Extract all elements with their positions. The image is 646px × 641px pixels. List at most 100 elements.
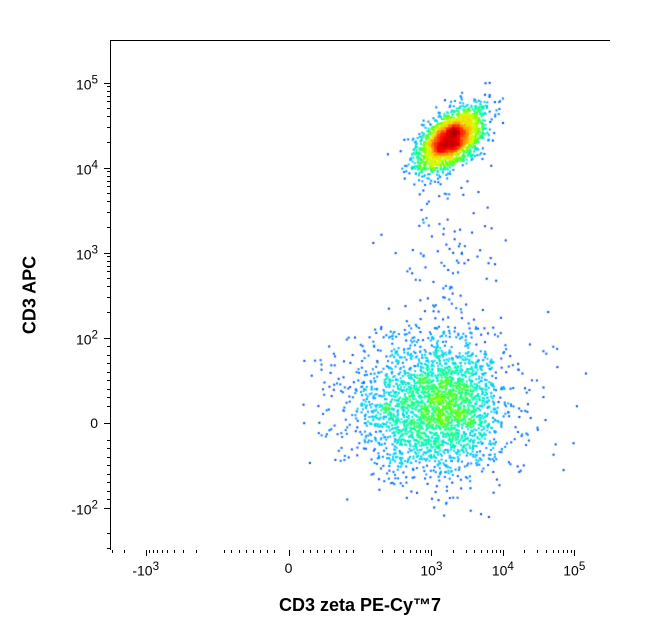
x-minor-tick xyxy=(558,550,559,553)
y-axis-label: CD3 APC xyxy=(20,256,41,334)
x-minor-tick xyxy=(546,550,547,553)
x-minor-tick xyxy=(274,550,275,553)
x-minor-tick xyxy=(310,550,311,553)
x-minor-tick xyxy=(231,550,232,553)
y-minor-tick xyxy=(107,86,110,87)
y-minor-tick xyxy=(107,278,110,279)
x-tick-label: 104 xyxy=(492,560,514,579)
y-tick-label: 0 xyxy=(43,415,98,431)
y-minor-tick xyxy=(107,297,110,298)
y-minor-tick xyxy=(107,457,110,458)
y-minor-tick xyxy=(107,91,110,92)
y-minor-tick xyxy=(107,116,110,117)
x-minor-tick xyxy=(410,550,411,553)
y-minor-tick xyxy=(107,127,110,128)
y-minor-tick xyxy=(107,212,110,213)
x-minor-tick xyxy=(153,550,154,553)
x-minor-tick xyxy=(500,550,501,553)
y-minor-tick xyxy=(107,346,110,347)
y-minor-tick xyxy=(107,193,110,194)
y-minor-tick xyxy=(107,465,110,466)
y-minor-tick xyxy=(107,491,110,492)
y-tick-label: -102 xyxy=(43,498,98,517)
x-minor-tick xyxy=(339,550,340,553)
x-tick-mark xyxy=(431,550,432,556)
y-tick-mark xyxy=(104,423,110,424)
plot-area xyxy=(110,40,610,550)
y-minor-tick xyxy=(107,171,110,172)
x-minor-tick xyxy=(196,550,197,553)
x-axis-label: CD3 zeta PE-Cy™7 xyxy=(279,595,441,616)
x-minor-tick xyxy=(537,550,538,553)
x-minor-tick xyxy=(394,550,395,553)
x-minor-tick xyxy=(524,550,525,553)
y-minor-tick xyxy=(107,397,110,398)
y-minor-tick xyxy=(107,363,110,364)
x-tick-mark xyxy=(146,550,147,556)
x-minor-tick xyxy=(492,550,493,553)
x-minor-tick xyxy=(183,550,184,553)
x-minor-tick xyxy=(571,550,572,553)
y-minor-tick xyxy=(107,389,110,390)
x-minor-tick xyxy=(157,550,158,553)
x-minor-tick xyxy=(246,550,247,553)
x-minor-tick xyxy=(481,550,482,553)
y-minor-tick xyxy=(107,380,110,381)
x-minor-tick xyxy=(453,550,454,553)
density-scatter-canvas xyxy=(111,41,611,551)
x-minor-tick xyxy=(167,550,168,553)
x-minor-tick xyxy=(324,550,325,553)
y-minor-tick xyxy=(107,548,110,549)
y-minor-tick xyxy=(107,186,110,187)
y-tick-mark xyxy=(104,168,110,169)
x-minor-tick xyxy=(382,550,383,553)
y-minor-tick xyxy=(107,101,110,102)
y-minor-tick xyxy=(107,227,110,228)
x-tick-label: 105 xyxy=(563,560,585,579)
y-tick-label: 102 xyxy=(43,328,98,347)
x-minor-tick xyxy=(567,550,568,553)
x-minor-tick xyxy=(260,550,261,553)
x-minor-tick xyxy=(403,550,404,553)
y-minor-tick xyxy=(107,440,110,441)
x-minor-tick xyxy=(303,550,304,553)
x-minor-tick xyxy=(466,550,467,553)
y-minor-tick xyxy=(107,482,110,483)
x-tick-label: 103 xyxy=(420,560,442,579)
y-minor-tick xyxy=(107,312,110,313)
y-minor-tick xyxy=(107,286,110,287)
x-tick-label: -103 xyxy=(132,560,159,579)
chart-container: CD3 zeta PE-Cy™7 CD3 APC -103 0 103 104 105 -… xyxy=(0,0,646,641)
y-tick-mark xyxy=(104,338,110,339)
x-minor-tick xyxy=(425,550,426,553)
y-minor-tick xyxy=(107,266,110,267)
y-minor-tick xyxy=(107,406,110,407)
y-minor-tick xyxy=(107,355,110,356)
x-minor-tick xyxy=(487,550,488,553)
y-tick-mark xyxy=(104,508,110,509)
y-tick-mark xyxy=(104,83,110,84)
y-minor-tick xyxy=(107,256,110,257)
x-minor-tick xyxy=(553,550,554,553)
y-tick-label: 104 xyxy=(43,158,98,177)
y-minor-tick xyxy=(107,499,110,500)
x-minor-tick xyxy=(474,550,475,553)
x-minor-tick xyxy=(224,550,225,553)
y-tick-label: 103 xyxy=(43,243,98,262)
x-minor-tick xyxy=(496,550,497,553)
y-minor-tick xyxy=(107,448,110,449)
x-minor-tick xyxy=(149,550,150,553)
y-minor-tick xyxy=(107,474,110,475)
x-minor-tick xyxy=(317,550,318,553)
y-tick-mark xyxy=(104,253,110,254)
y-minor-tick xyxy=(107,181,110,182)
x-minor-tick xyxy=(174,550,175,553)
y-minor-tick xyxy=(107,96,110,97)
x-minor-tick xyxy=(239,550,240,553)
y-minor-tick xyxy=(107,261,110,262)
x-minor-tick xyxy=(563,550,564,553)
x-minor-tick xyxy=(420,550,421,553)
x-tick-mark xyxy=(574,550,575,556)
x-minor-tick xyxy=(253,550,254,553)
x-minor-tick xyxy=(353,550,354,553)
